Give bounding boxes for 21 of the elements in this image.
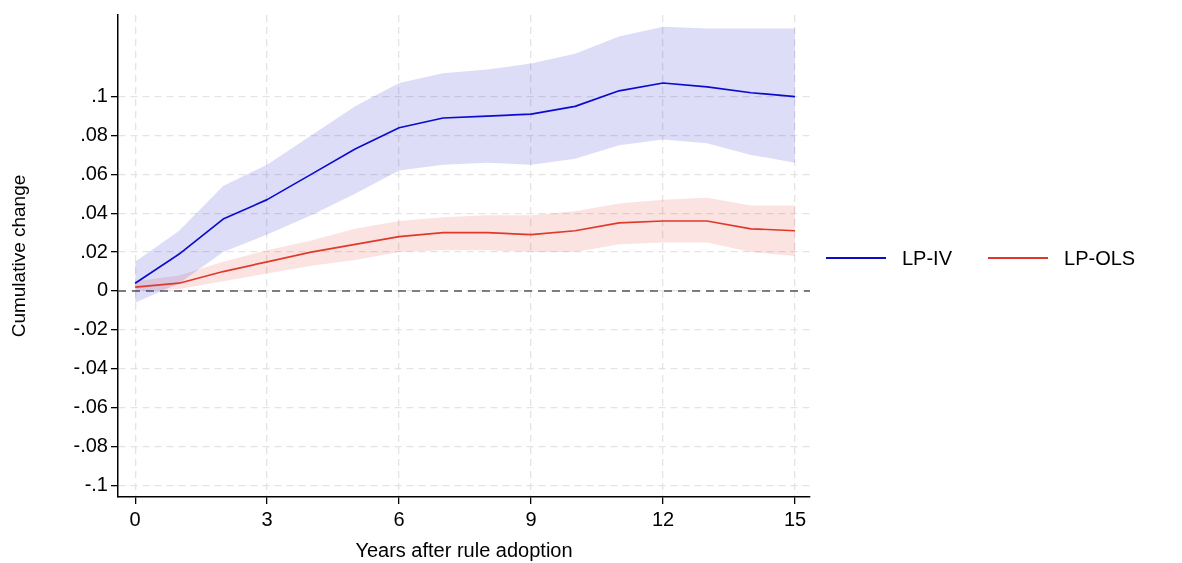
y-tick-label: .04 <box>80 200 108 223</box>
y-tick-label: .08 <box>80 123 108 146</box>
x-tick-label: 12 <box>651 507 675 530</box>
y-tick-label: -.04 <box>73 356 108 379</box>
y-tick-label: -.02 <box>73 317 108 340</box>
x-tick-label: 9 <box>525 507 537 530</box>
x-axis-title: Years after rule adoption <box>355 538 573 561</box>
y-tick-label: -.08 <box>73 433 108 456</box>
y-tick-label: -.1 <box>84 472 108 495</box>
legend-label: LP-OLS <box>1064 246 1136 270</box>
legend-label: LP-IV <box>902 246 953 270</box>
y-tick-label: .1 <box>91 84 108 107</box>
y-tick-label: -.06 <box>73 395 108 418</box>
x-tick-label: 0 <box>129 507 141 530</box>
y-tick-label: .02 <box>80 239 108 262</box>
y-axis-title: Cumulative change <box>7 174 29 338</box>
x-tick-label: 15 <box>783 507 807 530</box>
y-tick-label: 0 <box>96 278 108 301</box>
x-tick-label: 6 <box>393 507 405 530</box>
y-tick-label: .06 <box>80 161 108 184</box>
x-tick-label: 3 <box>261 507 273 530</box>
